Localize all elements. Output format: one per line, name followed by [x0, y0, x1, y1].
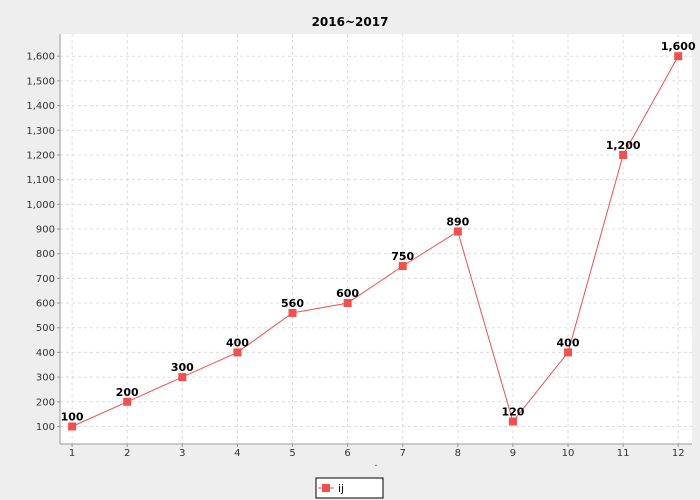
data-label: 890: [446, 215, 469, 228]
y-tick-label: 400: [36, 348, 55, 359]
y-tick-label: 1,200: [26, 150, 55, 161]
data-labels: 100 200 300 400 560 600 750 890 120 400 1,200 1,600: [61, 40, 696, 423]
data-label: 560: [281, 297, 304, 310]
x-tick-label: 12: [672, 448, 685, 459]
x-tick-label: 4: [234, 448, 240, 459]
data-point[interactable]: [68, 422, 77, 431]
x-tick-label: 9: [510, 448, 516, 459]
x-tick-label: 10: [562, 448, 575, 459]
data-label: 750: [391, 250, 414, 263]
data-point[interactable]: [123, 397, 132, 406]
y-tick-label: 1,500: [26, 76, 55, 87]
data-point[interactable]: [398, 262, 407, 271]
y-tick-label: 1,100: [26, 175, 55, 186]
data-label: 100: [61, 410, 84, 423]
y-tick-label: 600: [36, 299, 55, 310]
x-tick-label: 2: [124, 448, 130, 459]
series-line-ij: [71, 55, 679, 427]
data-point[interactable]: [674, 52, 683, 61]
x-tick-label: 11: [617, 448, 630, 459]
data-point[interactable]: [619, 150, 628, 159]
y-tick-label: 1,300: [26, 126, 55, 137]
x-tick-label: 1: [69, 448, 75, 459]
y-tick-label: 1,400: [26, 101, 55, 112]
data-point[interactable]: [508, 417, 517, 426]
axes: 100 200 300 400 500 600 700 800 900 1,000 1,100 1,2…: [26, 34, 692, 459]
series: [68, 52, 683, 431]
y-tick-label: 700: [36, 274, 55, 285]
legend-swatch-marker: [322, 484, 330, 492]
data-label: 600: [336, 287, 359, 300]
x-tick-label: 6: [344, 448, 350, 459]
x-tick-label: 8: [455, 448, 461, 459]
legend-label-ij: ij: [338, 482, 344, 495]
data-label: 1,200: [606, 139, 641, 152]
data-point[interactable]: [564, 348, 573, 357]
data-point[interactable]: [233, 348, 242, 357]
legend-box: [315, 477, 384, 499]
y-tick-label: 1,000: [26, 200, 55, 211]
y-tick-label: 200: [36, 397, 55, 408]
plot-area: [60, 34, 692, 444]
data-point[interactable]: [288, 308, 297, 317]
data-label: 400: [226, 336, 249, 349]
data-point[interactable]: [453, 227, 462, 236]
chart-title: 2016~2017: [312, 15, 389, 29]
data-label: 120: [501, 406, 524, 419]
data-label: 200: [116, 386, 139, 399]
data-point[interactable]: [178, 373, 187, 382]
y-tick-label: 500: [36, 323, 55, 334]
y-tick-label: 900: [36, 225, 55, 236]
x-axis-title: .: [374, 458, 377, 469]
data-label: 300: [171, 361, 194, 374]
x-tick-label: 3: [179, 448, 185, 459]
y-tick-label: 300: [36, 373, 55, 384]
grid: [60, 34, 692, 444]
x-tick-label: 5: [289, 448, 295, 459]
y-tick-label: 100: [36, 422, 55, 433]
data-label: 400: [557, 336, 580, 349]
x-tick-label: 7: [400, 448, 406, 459]
legend[interactable]: ij: [315, 477, 384, 499]
data-point[interactable]: [343, 299, 352, 308]
data-label: 1,600: [661, 40, 696, 53]
y-tick-label: 800: [36, 249, 55, 260]
y-tick-label: 1,600: [26, 52, 55, 63]
